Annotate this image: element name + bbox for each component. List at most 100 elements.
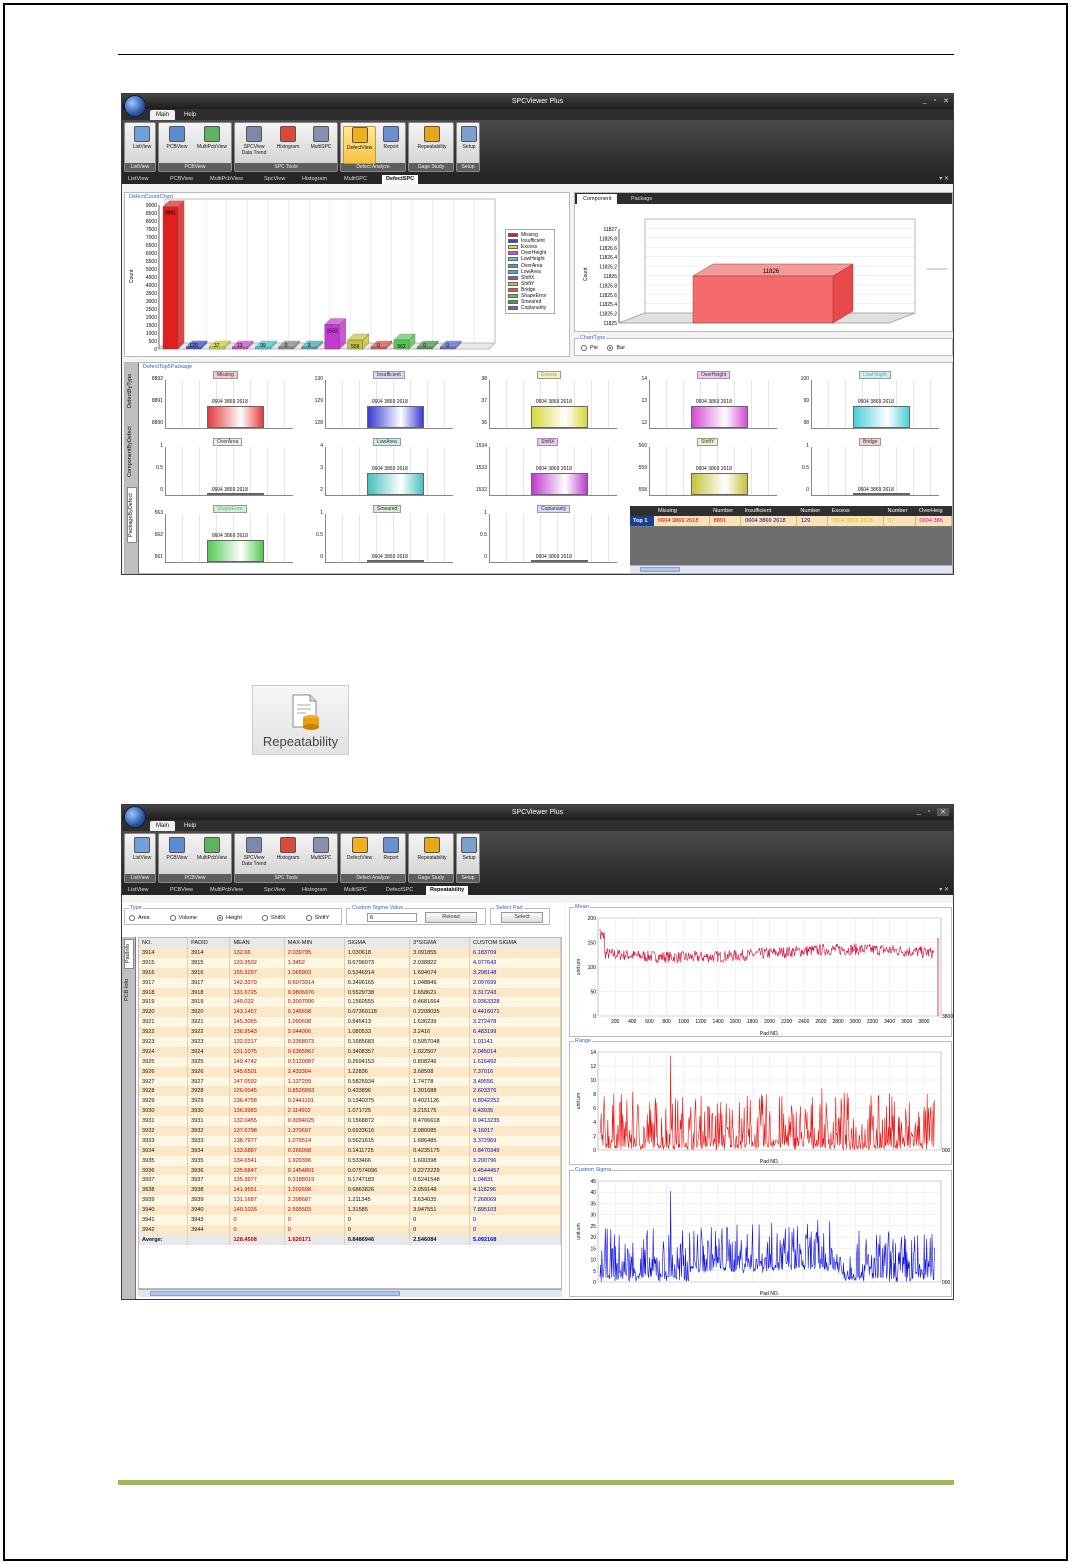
- side-tab-pcbinfo[interactable]: PCB Info: [124, 979, 130, 1002]
- table-row[interactable]: 3939 3939 131.1687 2.398687 1.211345 3.634035…: [139, 1195, 561, 1206]
- mini-chart-title: Missing: [213, 371, 238, 379]
- doc-tab-multispc[interactable]: MultiSPC: [344, 887, 367, 893]
- multipcbview-button[interactable]: MultiPcbView: [193, 126, 231, 162]
- tab-component[interactable]: Component: [577, 194, 618, 204]
- type-option-volume[interactable]: Volume: [169, 915, 197, 921]
- table-row[interactable]: 39423944000001: [139, 1224, 561, 1235]
- report-button[interactable]: Report: [378, 126, 404, 162]
- listview-button[interactable]: ListView: [128, 126, 156, 162]
- doc-tab-multipcbview[interactable]: MultiPcbView: [210, 887, 243, 893]
- spcview-button[interactable]: SPCView Data Trend: [238, 126, 270, 162]
- side-tab-defect-by-type[interactable]: DefectByType: [127, 373, 133, 409]
- table-row[interactable]: 3929 3929 136.4758 0.2441101 0.1340375 0.4021…: [139, 1096, 561, 1107]
- multipcbview-button[interactable]: MultiPcbView: [193, 837, 231, 873]
- chart-type-bar[interactable]: Bar: [607, 345, 625, 351]
- doc-tab-repeatability[interactable]: Repeatability: [426, 886, 469, 895]
- table-row[interactable]: 3922 3922 136.9543 2.044006 1.080533 3.2416 6.…: [139, 1027, 561, 1038]
- table-row[interactable]: 3926 3926 145.6501 2.433304 1.22836 3.68508 7.…: [139, 1066, 561, 1077]
- bar-shifty: [347, 333, 370, 350]
- report-button[interactable]: Report: [378, 837, 404, 873]
- table-row[interactable]: 3925 3925 149.4742 0.5120087 0.2694153 0.8082…: [139, 1056, 561, 1067]
- table-row[interactable]: 3924 3924 131.1075 0.6365967 0.3408357 1.0225…: [139, 1046, 561, 1057]
- reload-button[interactable]: Reload: [425, 912, 477, 923]
- table-row[interactable]: 39413943000001: [139, 1215, 561, 1225]
- table-row[interactable]: 3935 3935 134.6541 1.920396 0.533466 1.600398…: [139, 1155, 561, 1166]
- table-row[interactable]: 3928 3928 126.0045 0.8526993 0.433896 1.30168…: [139, 1086, 561, 1097]
- table-row[interactable]: 3916 3916 155.3297 1.065903 0.5346914 1.60407…: [139, 967, 561, 978]
- doc-tab-listview[interactable]: ListView: [128, 887, 149, 893]
- table-row[interactable]: 3919 3919 140.032 0.3007006 0.1560555 0.46816…: [139, 997, 561, 1008]
- doc-tab-pcbview[interactable]: PCBView: [170, 176, 194, 182]
- doc-tab-histogram[interactable]: Histogram: [302, 887, 328, 893]
- doc-tab-defectspc[interactable]: DefectSPC: [382, 175, 419, 184]
- setup-button[interactable]: Setup: [459, 126, 479, 162]
- histogram-button[interactable]: Histogram: [273, 837, 303, 873]
- minimize-icon[interactable]: _: [922, 97, 927, 104]
- table-row[interactable]: 3940 3940 140.1026 2.595503 1.31585 3.947551 7…: [139, 1205, 561, 1216]
- doc-tab-multispc[interactable]: MultiSPC: [344, 176, 367, 182]
- pcbview-button[interactable]: PCBView: [162, 837, 192, 873]
- table-row[interactable]: 3938 3938 141.9551 1.202698 0.6863826 2.05914…: [139, 1185, 561, 1196]
- defectview-button[interactable]: DefectView: [343, 837, 376, 873]
- repeatability-button[interactable]: Repeatability: [412, 126, 452, 162]
- table-row[interactable]: 3923 3923 132.0317 0.3368073 0.1685683 0.5057…: [139, 1037, 561, 1047]
- tab-package[interactable]: Package: [631, 196, 653, 202]
- table-row[interactable]: 3936 3936 135.6847 0.1454801 0.07574096 0.227…: [139, 1165, 561, 1176]
- table-row[interactable]: 3932 3932 137.6798 1.370697 0.6933616 2.08008…: [139, 1126, 561, 1136]
- horizontal-scrollbar[interactable]: [630, 565, 952, 573]
- listview-button[interactable]: ListView: [128, 837, 156, 873]
- side-tab-package-by-defect[interactable]: PackageByDefect: [127, 487, 137, 543]
- side-tab-component-by-defect[interactable]: ComponentByDefect: [127, 426, 133, 478]
- app-orb-icon[interactable]: [124, 95, 146, 117]
- table-row[interactable]: 3915 3915 133.3502 1.3452 0.6796073 2.038822 4…: [139, 957, 561, 968]
- doc-tab-multipcbview[interactable]: MultiPcbView: [210, 176, 243, 182]
- doc-tab-spcview[interactable]: SpcView: [264, 176, 286, 182]
- minimize-icon[interactable]: _: [916, 808, 921, 815]
- close-icon[interactable]: ✕: [943, 98, 949, 105]
- menu-tab-help[interactable]: Help: [184, 112, 197, 118]
- maximize-icon[interactable]: ▫: [927, 808, 931, 815]
- table-row[interactable]: 3934 3934 133.6887 0.266098 0.1411725 0.42351…: [139, 1145, 561, 1156]
- close-icon[interactable]: ✕: [937, 808, 949, 816]
- table-row[interactable]: 3920 3920 143.1457 0.146698 0.07360118 0.2208…: [139, 1007, 561, 1018]
- chart-type-pie[interactable]: Pie: [581, 345, 598, 351]
- menu-tab-main[interactable]: Main: [150, 821, 176, 831]
- type-option-height[interactable]: Height: [216, 915, 242, 921]
- select-button[interactable]: Select: [501, 912, 543, 923]
- table-row[interactable]: 3931 3931 132.0455 0.3094025 0.1568872 0.4706…: [139, 1116, 561, 1127]
- repeatability-button[interactable]: Repeatability: [412, 837, 452, 873]
- type-option-shiftx[interactable]: ShiftX: [261, 915, 286, 921]
- doc-tab-pcbview[interactable]: PCBView: [170, 887, 194, 893]
- table-row[interactable]: 3937 3937 135.3977 0.3188019 0.1747183 0.5241…: [139, 1175, 561, 1186]
- horizontal-scrollbar[interactable]: [138, 1289, 562, 1297]
- menu-tab-main[interactable]: Main: [150, 110, 176, 120]
- table-row[interactable]: 3933 3933 138.7977 1.079514 0.5621615 1.68648…: [139, 1135, 561, 1146]
- table-row[interactable]: 3918 3918 131.6725 0.9806976 0.5529738 1.6586…: [139, 987, 561, 998]
- spcview-button[interactable]: SPCView Data Trend: [238, 837, 270, 873]
- pin-icon[interactable]: ▾ ✕: [939, 887, 949, 893]
- pcbview-button[interactable]: PCBView: [162, 126, 192, 162]
- histogram-button[interactable]: Histogram: [273, 126, 303, 162]
- doc-tab-spcview[interactable]: SpcView: [264, 887, 286, 893]
- side-tab-padinfo[interactable]: PadInfo: [124, 939, 134, 969]
- custom-sigma-input[interactable]: [367, 913, 417, 922]
- doc-tab-listview[interactable]: ListView: [128, 176, 149, 182]
- table-row[interactable]: 3921 3921 145.3065 1.090698 0.545413 1.636239…: [139, 1017, 561, 1028]
- type-option-shifty[interactable]: ShiftY: [305, 915, 329, 921]
- table-row[interactable]: 3927 3927 147.0592 1.137299 0.5825934 1.74778…: [139, 1076, 561, 1087]
- table-row[interactable]: 3917 3917 142.3379 0.6073914 0.3496165 1.0488…: [139, 977, 561, 988]
- type-option-area[interactable]: Area: [129, 915, 150, 921]
- doc-tab-histogram[interactable]: Histogram: [302, 176, 328, 182]
- table-row[interactable]: 3914 3914 132.66 2.039795 1.030618 3.091855 6.…: [139, 948, 561, 958]
- maximize-icon[interactable]: ▫: [933, 97, 937, 104]
- app-orb-icon[interactable]: [124, 806, 146, 828]
- defectview-button[interactable]: DefectView: [343, 126, 376, 164]
- doc-tab-defectspc[interactable]: DefectSPC: [386, 887, 414, 893]
- table-row[interactable]: 3930 3930 136.3983 2.114502 1.071725 3.215175…: [139, 1106, 561, 1117]
- multispc-button[interactable]: MultiSPC: [306, 837, 336, 873]
- pin-icon[interactable]: ▾ ✕: [939, 176, 949, 182]
- menu-tab-help[interactable]: Help: [184, 823, 197, 829]
- setup-button[interactable]: Setup: [459, 837, 479, 873]
- repeatability-button-closeup[interactable]: Repeatability: [252, 685, 349, 755]
- multispc-button[interactable]: MultiSPC: [306, 126, 336, 162]
